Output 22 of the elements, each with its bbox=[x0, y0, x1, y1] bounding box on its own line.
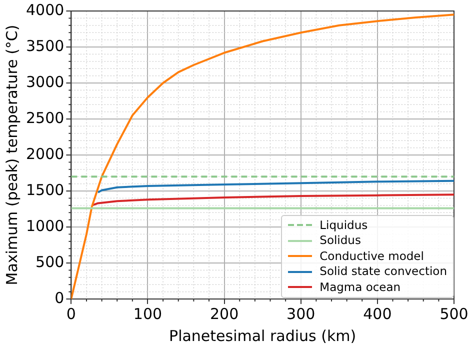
legend-label: Solid state convection bbox=[320, 264, 447, 280]
x-tick-label: 300 bbox=[286, 304, 316, 323]
y-axis-title: Maximum (peak) temperature (°C) bbox=[2, 24, 21, 286]
x-tick-label: 200 bbox=[210, 304, 239, 323]
legend-label: Magma ocean bbox=[320, 280, 401, 295]
y-tick-label: 2000 bbox=[26, 144, 64, 163]
y-tick-label: 500 bbox=[36, 252, 64, 271]
y-tick-label: 3500 bbox=[26, 36, 64, 55]
x-tick-label: 100 bbox=[133, 304, 162, 323]
legend-label: Solidus bbox=[320, 233, 361, 248]
y-tick-label: 3000 bbox=[26, 72, 64, 91]
legend-label: Conductive model bbox=[320, 248, 424, 264]
y-tick-label: 1000 bbox=[26, 216, 64, 235]
y-tick-label: 2500 bbox=[26, 108, 64, 127]
legend-label: Liquidus bbox=[320, 218, 368, 233]
x-tick-label: 500 bbox=[440, 304, 468, 323]
x-axis-title: Planetesimal radius (km) bbox=[169, 326, 356, 345]
x-tick-label: 400 bbox=[363, 304, 392, 323]
x-tick-label: 0 bbox=[66, 304, 76, 323]
y-tick-label: 4000 bbox=[26, 0, 64, 19]
y-tick-label: 0 bbox=[54, 288, 64, 307]
y-tick-label: 1500 bbox=[26, 180, 64, 199]
